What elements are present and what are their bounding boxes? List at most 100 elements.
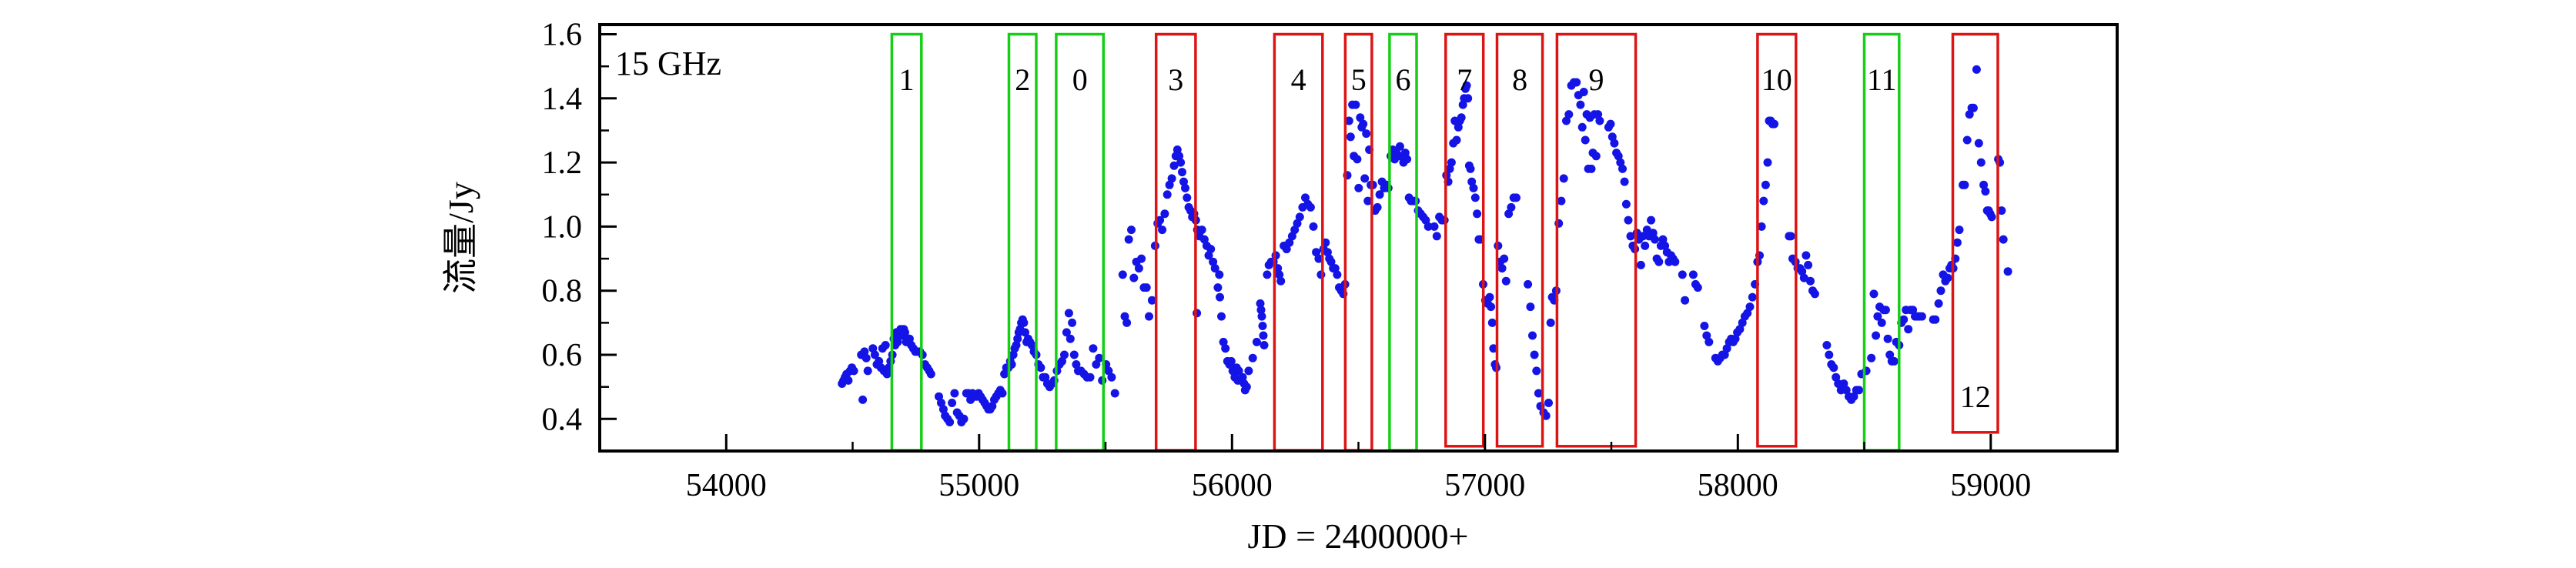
data-point <box>1487 318 1497 327</box>
data-point <box>1641 241 1650 250</box>
data-point <box>1219 337 1228 346</box>
data-point <box>1761 180 1770 189</box>
data-point <box>1204 251 1213 260</box>
data-point <box>1564 110 1574 119</box>
data-point <box>1969 103 1978 112</box>
data-point <box>1607 132 1617 142</box>
data-point <box>1165 180 1174 189</box>
flare-box-8 <box>1495 32 1544 448</box>
data-point <box>1825 350 1834 359</box>
data-point <box>1209 257 1218 266</box>
data-point <box>1748 292 1757 302</box>
data-point <box>1485 292 1494 302</box>
data-point <box>1979 180 1989 189</box>
data-point <box>1576 100 1585 109</box>
data-point <box>1532 366 1541 376</box>
data-point <box>1423 222 1433 231</box>
flare-box-label-8: 8 <box>1512 62 1527 97</box>
data-point <box>1062 328 1071 337</box>
data-point <box>1757 222 1766 231</box>
data-point <box>1618 164 1627 173</box>
data-point <box>1763 158 1772 167</box>
data-point <box>1360 174 1370 183</box>
data-point <box>1215 270 1224 279</box>
data-point <box>1606 119 1615 129</box>
data-point <box>1021 328 1029 337</box>
data-point <box>1648 229 1658 238</box>
data-point <box>1295 212 1304 222</box>
data-point <box>1661 241 1670 250</box>
data-point <box>1395 142 1404 151</box>
data-point <box>1242 383 1251 392</box>
data-point <box>1259 331 1268 340</box>
x-tick-label: 58000 <box>1698 468 1778 503</box>
data-point <box>1346 132 1355 142</box>
data-point <box>1134 264 1143 273</box>
data-point <box>1591 152 1601 161</box>
data-point <box>1962 135 1972 145</box>
x-tick-label: 56000 <box>1192 468 1273 503</box>
data-point <box>1238 373 1247 382</box>
data-point <box>1330 264 1340 273</box>
data-point <box>1500 254 1509 263</box>
x-tick-label: 55000 <box>938 468 1019 503</box>
data-point <box>1248 353 1257 363</box>
data-point <box>1974 139 1983 148</box>
data-point <box>1806 276 1815 286</box>
data-point <box>1290 226 1300 235</box>
data-point <box>1430 222 1439 231</box>
data-point <box>1579 88 1588 96</box>
data-point <box>875 356 884 366</box>
data-point <box>1375 190 1384 199</box>
data-point <box>1869 289 1878 299</box>
data-point <box>1316 270 1326 279</box>
data-point <box>988 402 997 411</box>
data-point <box>1256 306 1266 315</box>
data-point <box>1213 283 1223 292</box>
y-tick-label: 0.6 <box>542 338 583 373</box>
data-point <box>1000 369 1009 379</box>
data-point <box>1445 164 1454 173</box>
data-point <box>881 341 890 349</box>
data-point <box>1124 235 1133 244</box>
data-point <box>1086 373 1095 382</box>
data-point <box>1759 196 1768 205</box>
data-point <box>948 399 957 407</box>
data-point <box>926 369 935 379</box>
data-point <box>1226 356 1236 366</box>
plot-frame <box>598 23 2119 453</box>
data-point <box>1681 296 1690 305</box>
data-point <box>1312 248 1321 257</box>
data-point <box>1720 350 1729 359</box>
data-point <box>1678 270 1687 279</box>
data-point <box>1526 302 1535 312</box>
flare-box-label-4: 4 <box>1291 62 1306 97</box>
data-point <box>1147 296 1156 305</box>
data-point <box>1326 257 1336 266</box>
data-point <box>1036 363 1045 373</box>
data-point <box>1999 235 2008 244</box>
data-point <box>1671 257 1680 266</box>
data-point <box>1027 341 1036 349</box>
data-point <box>937 399 945 407</box>
data-point <box>1705 337 1714 346</box>
data-point <box>1183 193 1192 202</box>
flare-box-label-6: 6 <box>1396 62 1411 97</box>
data-point <box>1137 254 1146 263</box>
data-point <box>1285 238 1294 247</box>
data-point <box>1244 366 1253 376</box>
flare-box-label-9: 9 <box>1589 62 1604 97</box>
y-tick-label: 0.8 <box>542 274 583 309</box>
data-point <box>1889 356 1899 366</box>
data-point <box>1127 226 1136 235</box>
data-point <box>1470 193 1480 202</box>
data-point <box>1354 183 1363 192</box>
data-point <box>1541 411 1551 420</box>
data-point <box>1447 158 1456 167</box>
data-point <box>1260 341 1269 349</box>
data-point <box>1534 389 1543 398</box>
data-point <box>1432 232 1441 241</box>
data-point <box>1263 270 1272 279</box>
data-point <box>1955 226 1964 235</box>
data-point <box>1110 389 1119 398</box>
